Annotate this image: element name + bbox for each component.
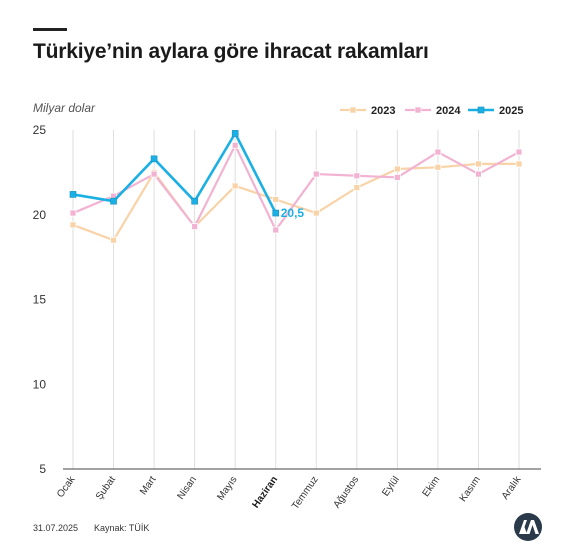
y-tick-label: 15: [33, 293, 47, 307]
data-point: [272, 226, 280, 234]
x-tick-label: Mart: [138, 474, 159, 497]
data-point: [393, 174, 401, 181]
chart-legend: 2023 2024 2025: [340, 105, 523, 117]
data-point: [69, 221, 77, 229]
x-tick-label: Eylül: [380, 474, 401, 498]
data-point: [312, 209, 320, 217]
y-tick-label: 5: [39, 462, 46, 476]
x-tick-label: Nisan: [175, 474, 199, 501]
data-point: [69, 191, 77, 198]
series-2024: [69, 141, 523, 234]
data-point: [231, 182, 239, 190]
data-point: [191, 197, 198, 205]
x-tick-label: Aralık: [500, 474, 524, 502]
data-label-annotation: 20,5: [281, 206, 305, 220]
data-point: [69, 209, 77, 217]
data-point: [231, 141, 239, 149]
data-point: [353, 172, 361, 180]
data-point: [353, 184, 361, 192]
data-point: [272, 209, 280, 217]
series-line-2023: [72, 162, 519, 242]
x-tick-label: Mayıs: [215, 474, 239, 502]
data-point: [150, 155, 158, 163]
footer-date: 31.07.2025: [33, 523, 79, 533]
data-point: [434, 148, 442, 156]
x-tick-label: Ağustos: [332, 474, 362, 510]
legend-swatch-marker: [414, 106, 422, 114]
footer-source: Kaynak: TÜİK: [94, 523, 150, 533]
data-point: [393, 165, 401, 173]
data-point: [272, 196, 280, 203]
x-tick-label: Ocak: [55, 474, 78, 500]
data-point: [515, 160, 523, 168]
y-axis-unit-label: Milyar dolar: [33, 101, 96, 115]
title-accent-bar: [33, 28, 67, 31]
x-tick-label: Ekim: [421, 474, 443, 499]
chart-title: Türkiye’nin aylara göre ihracat rakamlar…: [33, 40, 429, 63]
legend-label: 2023: [371, 105, 395, 117]
data-point: [434, 163, 442, 171]
x-axis-ticks: Ocak Şubat Mart Nisan Mayıs Haziran Temmuz Ağus…: [55, 474, 524, 512]
series-2025: [69, 130, 280, 217]
legend-item-2023: 2023: [340, 105, 395, 117]
chart-gridlines: [63, 130, 541, 470]
data-point: [312, 170, 320, 178]
data-point: [191, 223, 199, 231]
aa-logo-icon: [514, 513, 542, 541]
x-tick-label: Kasım: [458, 474, 483, 504]
data-point: [475, 160, 482, 168]
data-point: [110, 197, 117, 205]
series-line-2024: [72, 144, 520, 232]
x-tick-label: Temmuz: [290, 474, 321, 511]
data-point: [110, 236, 117, 244]
series-line-2025: [72, 132, 277, 214]
y-axis-ticks: 5 10 15 20 25: [33, 123, 47, 476]
legend-label: 2024: [436, 105, 461, 117]
legend-swatch-marker: [477, 106, 485, 114]
legend-label: 2025: [499, 105, 523, 117]
chart-series: [69, 130, 523, 244]
data-point: [231, 130, 239, 137]
y-tick-label: 20: [33, 208, 47, 222]
legend-item-2024: 2024: [405, 105, 461, 117]
data-point: [515, 148, 523, 156]
data-point: [475, 170, 482, 178]
data-point: [150, 170, 158, 178]
y-tick-label: 25: [33, 123, 47, 137]
x-tick-label: Haziran: [250, 474, 280, 510]
chart-annotations: 20,5: [281, 206, 305, 220]
legend-item-2025: 2025: [468, 105, 523, 117]
y-tick-label: 10: [33, 377, 47, 391]
x-tick-label: Şubat: [94, 474, 118, 502]
legend-swatch-marker: [349, 106, 357, 114]
